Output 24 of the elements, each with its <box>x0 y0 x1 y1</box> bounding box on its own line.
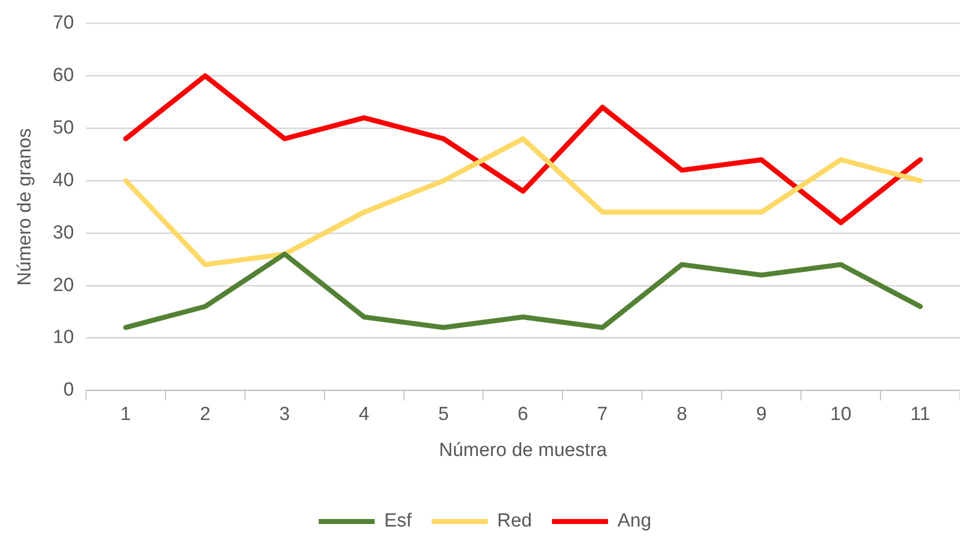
y-tick-label: 10 <box>52 327 74 348</box>
legend-label: Esf <box>384 510 412 532</box>
x-tick-label: 5 <box>438 404 449 426</box>
y-tick-label: 30 <box>52 222 74 244</box>
y-tick-label: 60 <box>52 65 74 86</box>
x-tick-label: 1 <box>120 404 131 426</box>
x-tick-label: 11 <box>910 404 930 426</box>
y-tick-label: 20 <box>52 274 74 296</box>
y-tick-label: 50 <box>52 117 74 138</box>
y-tick-label: 0 <box>63 380 74 401</box>
y-axis-title: Número de granos <box>14 128 36 286</box>
y-tick-label: 40 <box>52 170 74 191</box>
x-tick-label: 7 <box>597 404 608 426</box>
legend-label: Ang <box>618 510 652 532</box>
x-tick-label: 2 <box>200 404 210 426</box>
x-tick-label: 3 <box>279 404 290 426</box>
x-tick-label: 4 <box>358 404 370 426</box>
x-axis-title: Número de muestra <box>439 440 608 461</box>
x-tick-label: 9 <box>756 404 767 426</box>
y-tick-label: 70 <box>52 12 74 34</box>
x-tick-label: 6 <box>518 404 528 426</box>
x-tick-label: 8 <box>676 404 688 426</box>
x-tick-label: 10 <box>830 404 852 426</box>
legend-label: Red <box>497 510 532 532</box>
